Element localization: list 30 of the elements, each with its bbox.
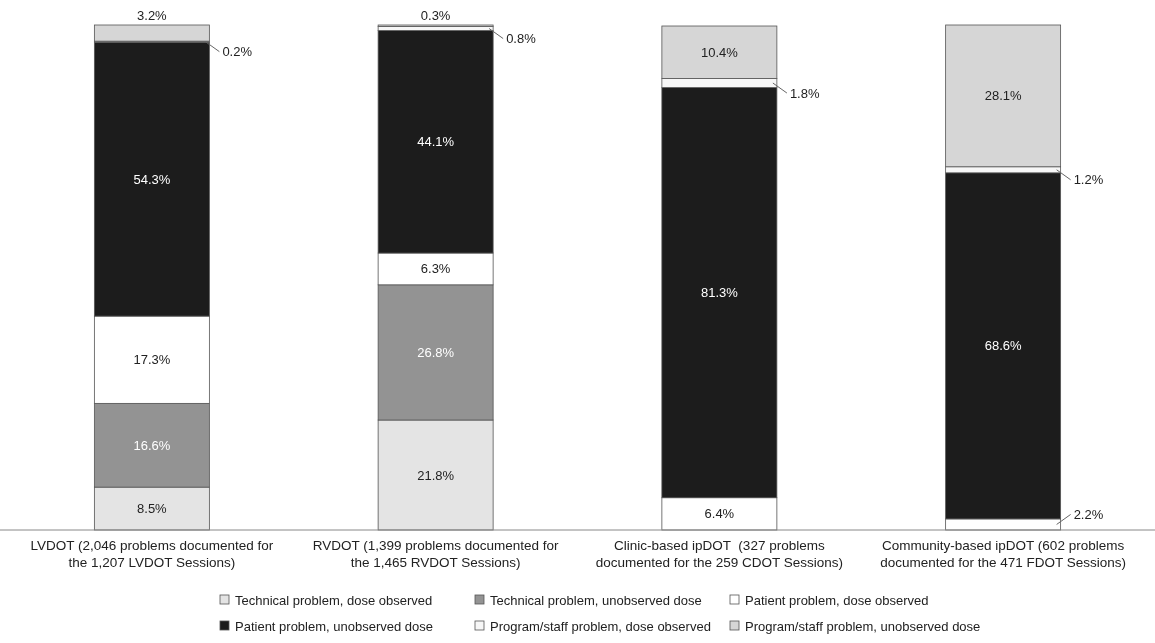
x-tick-label: Community-based ipDOT (602 problems documented for the 471 FDOT Sessions)	[880, 538, 1127, 570]
data-label: 44.1%	[417, 134, 455, 150]
data-label: 81.3%	[700, 285, 739, 301]
data-label: 21.8%	[417, 467, 455, 483]
data-label: 28.1%	[984, 88, 1022, 104]
legend-label: Technical problem, dose observed	[235, 592, 433, 608]
data-label: 1.2%	[1073, 172, 1104, 188]
data-label: 6.3%	[420, 261, 451, 277]
x-tick-label: RVDOT (1,399 problems documented for the 1,465 RVDOT Sessions)	[312, 538, 559, 570]
data-label: 0.2%	[222, 44, 253, 60]
data-label: 8.5%	[137, 501, 168, 517]
legend-label: Program/staff problem, dose observed	[490, 618, 711, 634]
legend-label: Patient problem, dose observed	[745, 592, 929, 608]
data-label: 0.3%	[420, 8, 451, 23]
x-tick-label: Clinic-based ipDOT (327 problems documented for the 259 CDOT Sessions)	[595, 538, 844, 570]
legend-label: Technical problem, unobserved dose	[490, 592, 702, 608]
data-label: 68.6%	[984, 338, 1022, 354]
data-label: 2.2%	[1073, 507, 1104, 522]
data-label: 0.8%	[506, 31, 537, 47]
data-label: 3.2%	[137, 8, 168, 23]
legend-label: Program/staff problem, unobserved dose	[745, 618, 981, 634]
data-label: 1.8%	[789, 85, 820, 101]
x-tick-label: LVDOT (2,046 problems documented for the 1,207 LVDOT Sessions)	[30, 538, 274, 570]
legend-label: Patient problem, unobserved dose	[235, 618, 434, 634]
data-label: 6.4%	[704, 506, 735, 522]
data-label: 54.3%	[133, 171, 171, 187]
data-label: 16.6%	[133, 437, 171, 453]
data-label: 17.3%	[133, 352, 171, 368]
data-label: 26.8%	[417, 344, 455, 360]
data-label: 10.4%	[700, 44, 739, 60]
